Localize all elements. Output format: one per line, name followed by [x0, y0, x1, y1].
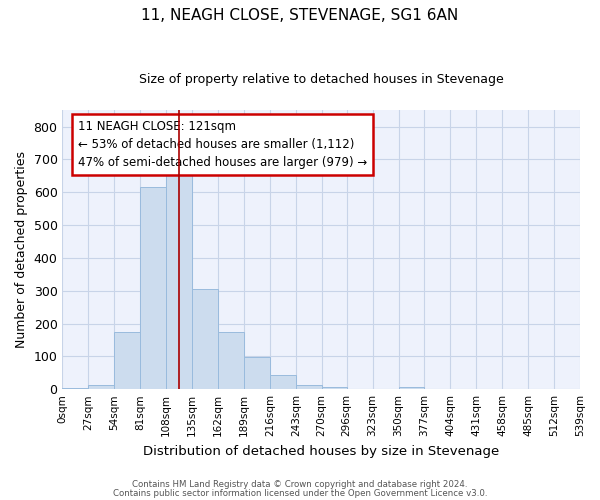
Bar: [244, 358, 270, 389]
Text: 11 NEAGH CLOSE: 121sqm
← 53% of detached houses are smaller (1,112)
47% of semi-: 11 NEAGH CLOSE: 121sqm ← 53% of detached…: [78, 120, 367, 169]
Bar: [296, 385, 322, 389]
Bar: [347, 388, 373, 389]
Bar: [62, 388, 88, 389]
Bar: [192, 289, 218, 389]
Bar: [322, 386, 347, 389]
Title: Size of property relative to detached houses in Stevenage: Size of property relative to detached ho…: [139, 72, 503, 86]
Bar: [140, 188, 166, 389]
Text: 11, NEAGH CLOSE, STEVENAGE, SG1 6AN: 11, NEAGH CLOSE, STEVENAGE, SG1 6AN: [142, 8, 458, 22]
Text: Contains public sector information licensed under the Open Government Licence v3: Contains public sector information licen…: [113, 488, 487, 498]
Text: Contains HM Land Registry data © Crown copyright and database right 2024.: Contains HM Land Registry data © Crown c…: [132, 480, 468, 489]
Y-axis label: Number of detached properties: Number of detached properties: [15, 151, 28, 348]
Bar: [218, 332, 244, 389]
Bar: [114, 332, 140, 389]
X-axis label: Distribution of detached houses by size in Stevenage: Distribution of detached houses by size …: [143, 444, 499, 458]
Bar: [270, 376, 296, 389]
Bar: [398, 387, 424, 389]
Bar: [166, 174, 192, 389]
Bar: [88, 385, 114, 389]
